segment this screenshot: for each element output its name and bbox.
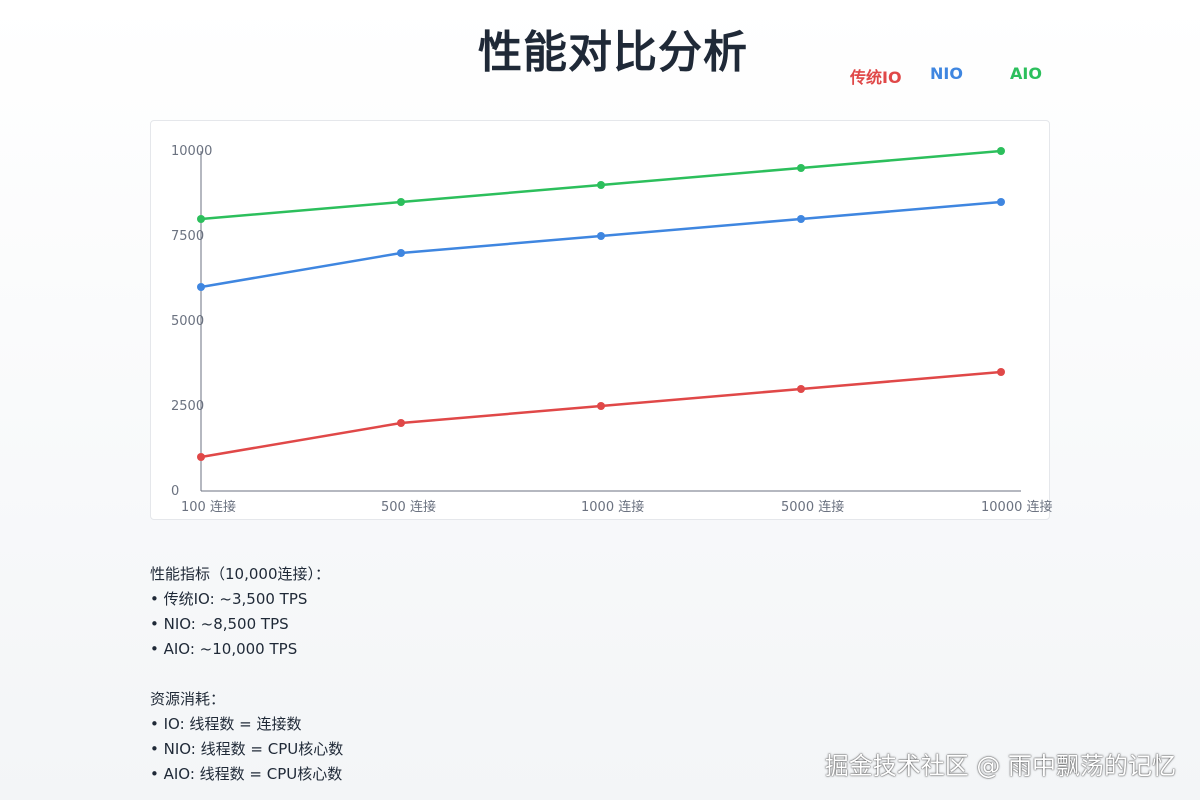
series-line — [200, 370, 1002, 459]
data-point — [397, 419, 405, 427]
y-tick-label: 10000 — [171, 144, 212, 159]
data-point — [997, 198, 1005, 206]
data-point — [197, 283, 205, 291]
chart-title: 性能对比分析 — [478, 27, 748, 78]
resource-heading: 资源消耗： — [150, 690, 226, 708]
chart-card: 0 2500 5000 7500 10000 100 连接 500 连接 1000 连接 500… — [150, 120, 1053, 520]
metric-io: • 传统IO: ~3,500 TPS — [150, 590, 308, 608]
y-tick-label: 7500 — [171, 229, 204, 244]
legend-item-nio: NIO — [930, 64, 963, 83]
data-point — [997, 368, 1005, 376]
line-chart: 0 2500 5000 7500 10000 100 连接 500 连接 1000 连接 500… — [171, 144, 1053, 515]
x-tick-label: 1000 连接 — [581, 499, 644, 515]
data-point — [597, 232, 605, 240]
x-tick-label: 10000 连接 — [981, 499, 1053, 515]
notes-panel: 性能指标（10,000连接）： • 传统IO: ~3,500 TPS • NIO… — [150, 562, 343, 787]
metrics-heading: 性能指标（10,000连接）： — [150, 565, 330, 583]
x-tick-label: 500 连接 — [381, 499, 436, 515]
data-point — [397, 249, 405, 257]
metric-aio: • AIO: ~10,000 TPS — [150, 640, 298, 658]
data-point — [797, 385, 805, 393]
resource-io: • IO: 线程数 = 连接数 — [150, 715, 302, 733]
legend-item-aio: AIO — [1010, 64, 1042, 83]
y-tick-label: 2500 — [171, 399, 204, 414]
data-point — [997, 147, 1005, 155]
x-tick-label: 100 连接 — [181, 499, 236, 515]
data-point — [397, 198, 405, 206]
data-point — [797, 164, 805, 172]
y-tick-label: 0 — [171, 484, 179, 499]
notes-spacer — [150, 662, 343, 687]
data-point — [197, 453, 205, 461]
legend-item-io: 传统IO — [850, 68, 902, 87]
data-point — [597, 402, 605, 410]
legend: 传统IO NIO AIO — [850, 64, 1090, 88]
data-point — [797, 215, 805, 223]
resource-aio: • AIO: 线程数 = CPU核心数 — [150, 765, 343, 783]
data-point — [197, 215, 205, 223]
data-point — [597, 181, 605, 189]
y-tick-label: 5000 — [171, 314, 204, 329]
series-line — [200, 200, 1002, 289]
watermark: 掘金技术社区 @ 雨中飘荡的记忆 — [824, 752, 1176, 780]
x-tick-label: 5000 连接 — [781, 499, 844, 515]
metric-nio: • NIO: ~8,500 TPS — [150, 615, 289, 633]
resource-nio: • NIO: 线程数 = CPU核心数 — [150, 740, 344, 758]
